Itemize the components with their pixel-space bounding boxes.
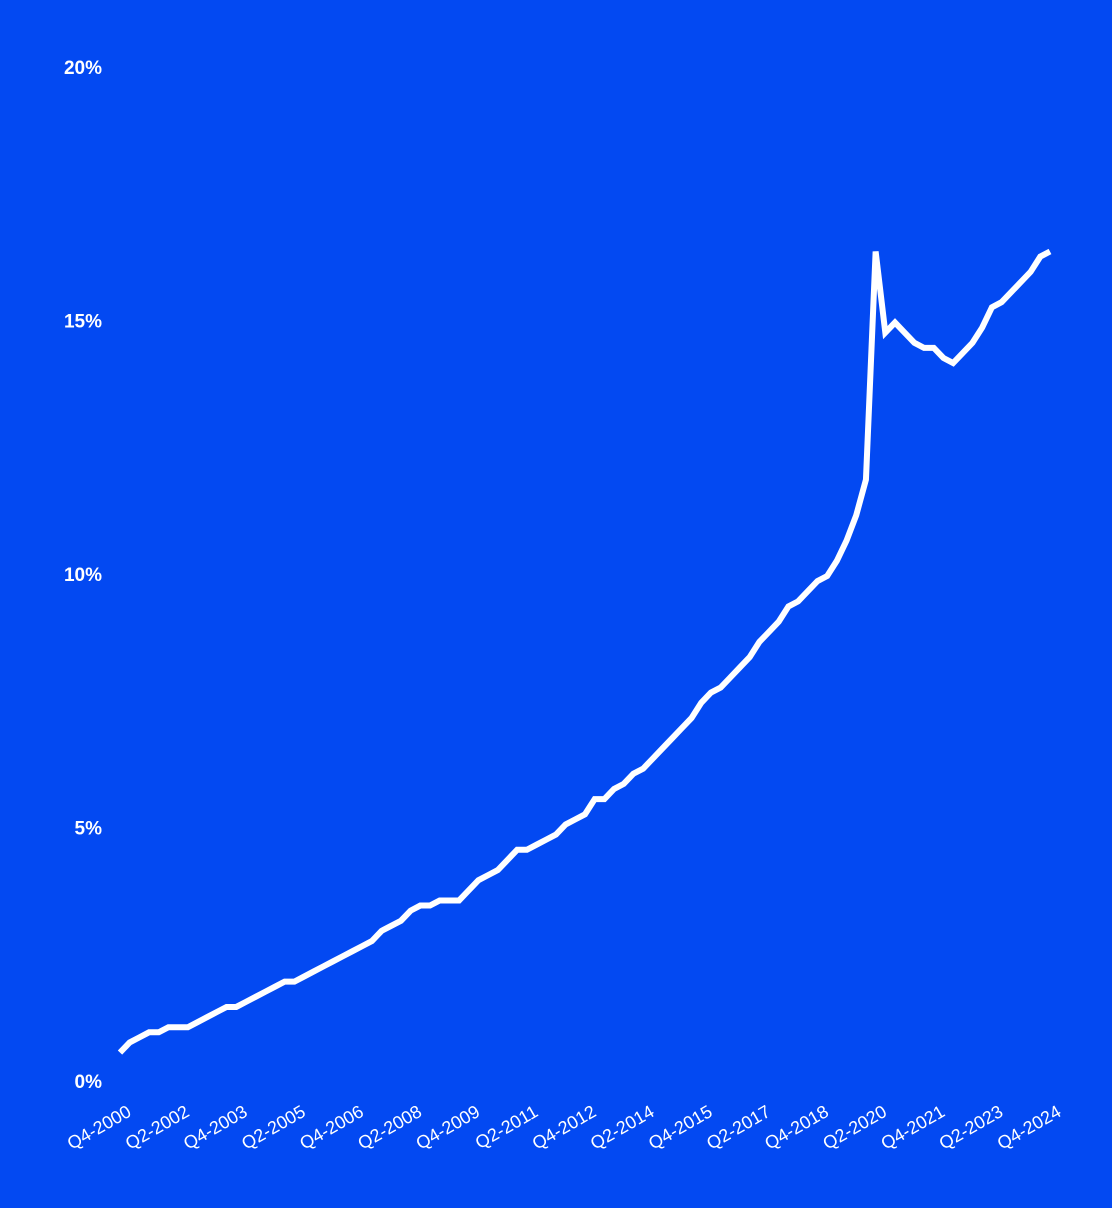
x-tick-label: Q4-2003 — [180, 1101, 251, 1153]
y-tick-label: 20% — [64, 58, 102, 79]
x-tick-label: Q2-2005 — [238, 1101, 309, 1153]
y-tick-label: 15% — [64, 312, 102, 333]
y-tick-label: 5% — [75, 819, 103, 840]
x-tick-label: Q4-2015 — [645, 1101, 716, 1153]
x-tick-label: Q4-2006 — [296, 1101, 367, 1153]
x-tick-label: Q4-2018 — [761, 1101, 832, 1153]
y-tick-label: 0% — [75, 1072, 103, 1093]
x-tick-label: Q4-2024 — [994, 1101, 1065, 1153]
y-tick-label: 10% — [64, 565, 102, 586]
x-tick-label: Q4-2000 — [64, 1101, 135, 1153]
x-tick-label: Q4-2021 — [877, 1101, 948, 1153]
x-tick-label: Q2-2008 — [354, 1101, 425, 1153]
x-tick-label: Q2-2002 — [122, 1101, 193, 1153]
x-tick-label: Q2-2023 — [936, 1101, 1007, 1153]
x-tick-label: Q2-2011 — [472, 1101, 542, 1153]
data-line — [117, 248, 1052, 1055]
x-tick-label: Q2-2020 — [819, 1101, 890, 1153]
x-tick-label: Q2-2017 — [703, 1101, 774, 1153]
x-tick-label: Q2-2014 — [587, 1101, 658, 1153]
x-tick-label: Q4-2012 — [529, 1101, 600, 1153]
x-tick-label: Q4-2009 — [412, 1101, 483, 1153]
